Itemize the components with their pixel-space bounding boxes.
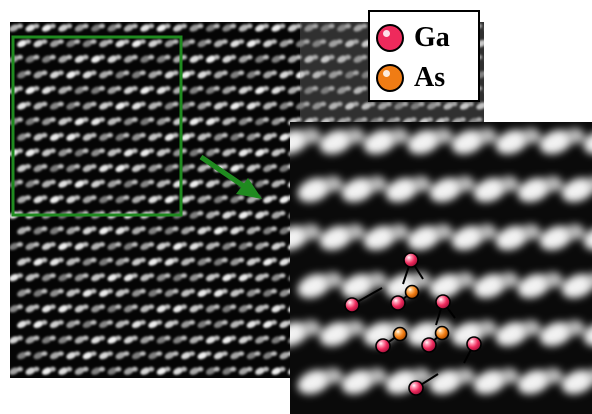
zoom-arrow — [199, 154, 262, 199]
legend-item-ga: Ga — [376, 20, 450, 56]
highlight-box — [11, 35, 183, 217]
legend-label-ga: Ga — [414, 22, 450, 53]
legend-label-as: As — [414, 62, 446, 93]
micrograph-zoom — [290, 122, 592, 414]
legend: Ga As — [368, 10, 480, 102]
atom-markers — [344, 252, 482, 396]
ga-atom-icon — [376, 24, 404, 52]
as-atom-icon — [376, 64, 404, 92]
legend-item-as: As — [376, 60, 445, 96]
